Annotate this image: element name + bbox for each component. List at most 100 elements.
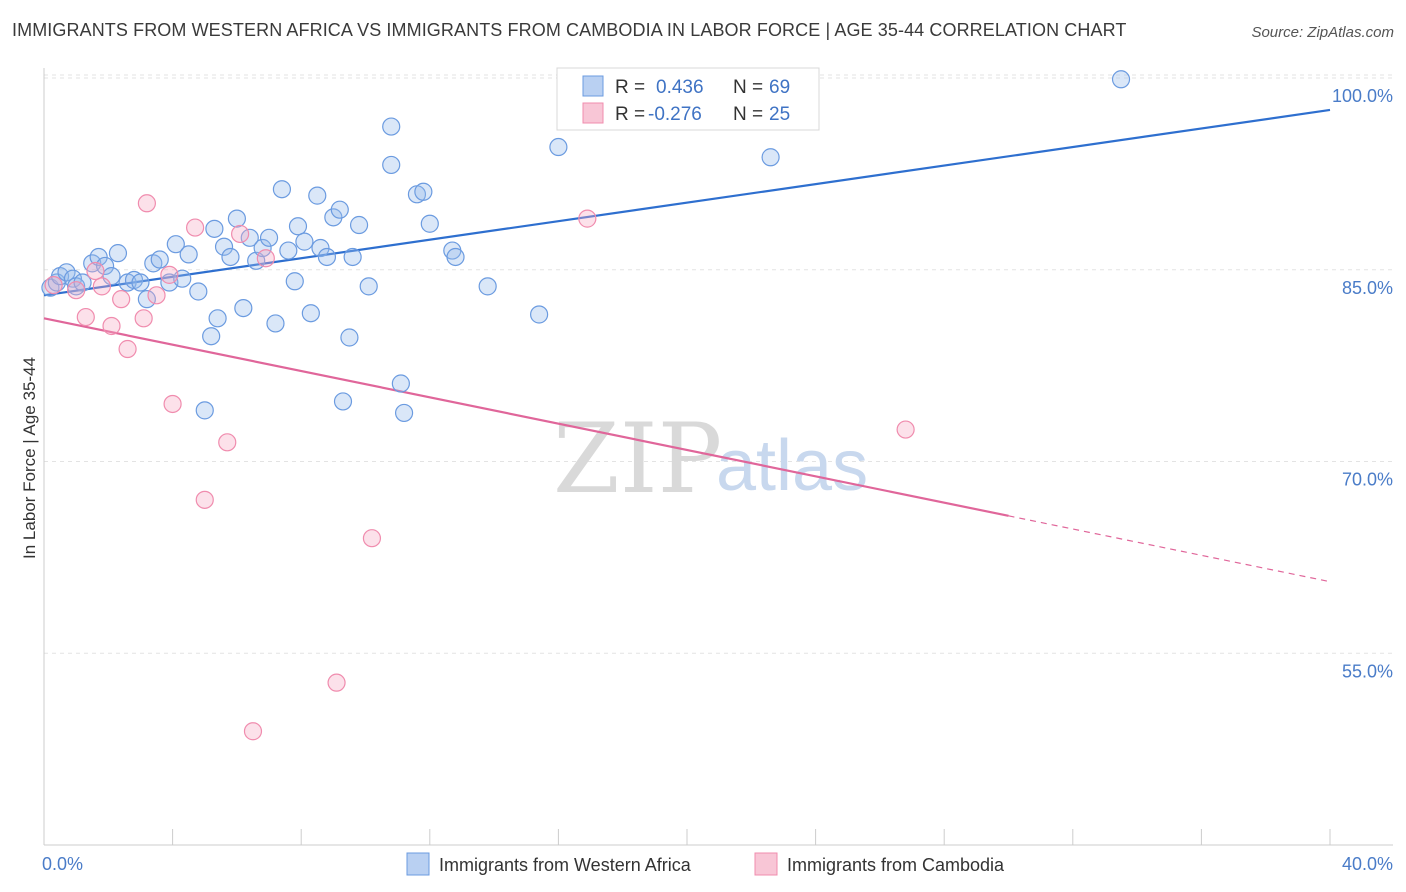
point-cambodia-1 <box>67 281 86 300</box>
point-cambodia-20 <box>362 529 382 548</box>
point-cambodia-10 <box>147 286 166 305</box>
point-cambodia-0 <box>44 275 63 295</box>
y-tick-label-1: 70.0% <box>1342 470 1393 490</box>
point-western-africa-46 <box>330 200 349 219</box>
point-western-africa-51 <box>359 277 378 296</box>
point-western-africa-15 <box>137 290 156 309</box>
point-western-africa-22 <box>189 282 208 301</box>
point-western-africa-36 <box>272 180 292 199</box>
point-western-africa-49 <box>343 247 362 267</box>
bottom-legend-label-cambodia: Immigrants from Cambodia <box>787 855 1005 875</box>
trend-line-cambodia-extension <box>1008 515 1331 583</box>
point-cambodia-11 <box>160 265 179 284</box>
point-western-africa-28 <box>221 247 240 267</box>
point-western-africa-41 <box>301 304 320 323</box>
chart-title: IMMIGRANTS FROM WESTERN AFRICA VS IMMIGR… <box>12 20 1127 40</box>
stats-r-label-2: R = <box>615 104 645 125</box>
point-western-africa-48 <box>340 328 359 347</box>
point-western-africa-62 <box>530 305 549 324</box>
point-western-africa-64 <box>761 148 780 167</box>
point-western-africa-25 <box>205 219 224 238</box>
point-western-africa-35 <box>266 314 285 333</box>
point-western-africa-54 <box>391 374 410 393</box>
bottom-legend-swatch-cambodia <box>754 852 778 876</box>
point-western-africa-14 <box>131 273 150 292</box>
bottom-legend-swatch-western-africa <box>406 852 430 876</box>
point-cambodia-15 <box>218 433 237 452</box>
point-cambodia-19 <box>327 673 346 692</box>
point-western-africa-30 <box>234 299 253 318</box>
trend-lines <box>43 108 1331 583</box>
point-western-africa-43 <box>311 238 330 258</box>
data-points <box>41 70 1131 741</box>
point-western-africa-24 <box>202 327 221 346</box>
axes <box>43 68 1393 846</box>
point-western-africa-58 <box>420 214 439 233</box>
point-cambodia-13 <box>186 218 205 237</box>
y-tick-label-2: 85.0% <box>1342 278 1393 298</box>
trend-line-western-africa <box>43 108 1331 297</box>
point-western-africa-55 <box>394 403 414 423</box>
point-cambodia-6 <box>112 290 131 309</box>
stats-legend: R = 0.436 N = 69 R = -0.276 N = 25 <box>556 67 820 131</box>
point-western-africa-19 <box>166 235 185 254</box>
watermark-zip: ZIP <box>553 403 722 515</box>
trend-line-cambodia <box>43 317 1009 517</box>
x-tick-label-min: 0.0% <box>42 854 83 874</box>
point-cambodia-22 <box>896 420 915 439</box>
point-cambodia-14 <box>195 490 214 509</box>
point-western-africa-39 <box>288 217 308 236</box>
bottom-legend: Immigrants from Western Africa Immigrant… <box>406 852 1005 876</box>
point-cambodia-18 <box>256 249 275 268</box>
point-western-africa-34 <box>259 228 279 247</box>
point-western-africa-9 <box>95 256 115 276</box>
stats-legend-swatch-cambodia <box>582 102 604 124</box>
stats-r-value-1: 0.436 <box>656 77 704 98</box>
point-western-africa-23 <box>195 401 214 420</box>
point-cambodia-4 <box>92 277 111 296</box>
point-western-africa-60 <box>446 247 465 267</box>
point-western-africa-40 <box>295 232 314 251</box>
grid-lines <box>44 74 1393 654</box>
watermark-atlas: atlas <box>716 426 868 506</box>
point-western-africa-21 <box>179 245 198 264</box>
point-cambodia-16 <box>231 224 250 244</box>
stats-n-label-2: N = <box>733 104 763 125</box>
point-western-africa-33 <box>253 238 272 258</box>
y-tick-label-3: 100.0% <box>1332 86 1393 106</box>
bottom-legend-label-western-africa: Immigrants from Western Africa <box>439 855 692 875</box>
point-western-africa-11 <box>108 244 128 263</box>
point-western-africa-42 <box>308 186 327 205</box>
x-tick-label-max: 40.0% <box>1342 854 1393 874</box>
point-western-africa-27 <box>214 237 234 256</box>
point-cambodia-7 <box>118 339 137 359</box>
point-western-africa-65 <box>1111 70 1131 89</box>
point-western-africa-17 <box>150 250 169 269</box>
point-western-africa-63 <box>549 137 568 157</box>
stats-r-value-2: -0.276 <box>648 104 702 125</box>
point-cambodia-8 <box>134 309 153 328</box>
y-tick-label-0: 55.0% <box>1342 661 1393 681</box>
point-western-africa-29 <box>227 209 246 228</box>
stats-n-label-1: N = <box>733 77 763 98</box>
y-tick-labels: 55.0% 70.0% 85.0% 100.0% <box>1332 86 1393 681</box>
stats-r-label-1: R = <box>615 77 645 98</box>
point-western-africa-31 <box>240 228 259 247</box>
point-cambodia-9 <box>137 194 156 213</box>
point-western-africa-44 <box>317 247 337 267</box>
point-western-africa-26 <box>208 309 227 328</box>
point-western-africa-61 <box>478 277 497 296</box>
point-cambodia-5 <box>102 316 121 336</box>
stats-n-value-2: 25 <box>769 104 790 125</box>
point-western-africa-52 <box>382 155 401 175</box>
point-western-africa-47 <box>333 392 353 411</box>
point-western-africa-57 <box>414 182 433 201</box>
point-western-africa-50 <box>349 215 369 235</box>
point-cambodia-12 <box>163 394 182 414</box>
y-axis-label: In Labor Force | Age 35-44 <box>20 357 39 559</box>
point-western-africa-53 <box>382 117 401 136</box>
point-western-africa-37 <box>279 241 298 260</box>
point-cambodia-3 <box>86 261 105 281</box>
point-cambodia-2 <box>76 307 95 327</box>
